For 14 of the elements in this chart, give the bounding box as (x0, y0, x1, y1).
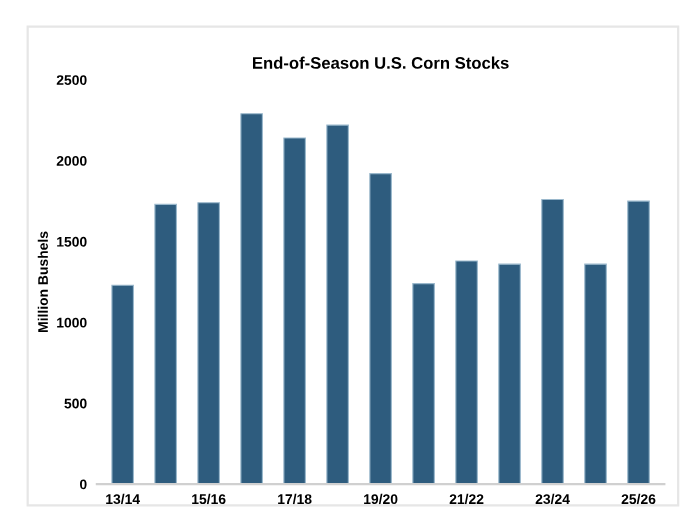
bar (283, 137, 306, 485)
bar (584, 263, 607, 485)
chart-title: End-of-Season U.S. Corn Stocks (253, 56, 509, 69)
bar (412, 283, 435, 485)
bar (197, 202, 220, 485)
bar (240, 113, 263, 485)
bar (455, 260, 478, 485)
bar (498, 263, 521, 485)
bar (541, 198, 564, 485)
bar (111, 284, 134, 485)
bar (326, 124, 349, 485)
bar (154, 203, 177, 485)
bar (369, 173, 392, 485)
bar (627, 200, 650, 485)
